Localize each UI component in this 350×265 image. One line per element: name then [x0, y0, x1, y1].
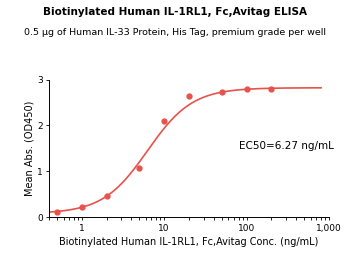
Text: EC50=6.27 ng/mL: EC50=6.27 ng/mL	[239, 141, 334, 151]
Text: 0.5 μg of Human IL-33 Protein, His Tag, premium grade per well: 0.5 μg of Human IL-33 Protein, His Tag, …	[24, 28, 326, 37]
Text: Biotinylated Human IL-1RL1, Fc,Avitag ELISA: Biotinylated Human IL-1RL1, Fc,Avitag EL…	[43, 7, 307, 17]
Y-axis label: Mean Abs. (OD450): Mean Abs. (OD450)	[24, 101, 34, 196]
X-axis label: Biotinylated Human IL-1RL1, Fc,Avitag Conc. (ng/mL): Biotinylated Human IL-1RL1, Fc,Avitag Co…	[59, 237, 319, 247]
